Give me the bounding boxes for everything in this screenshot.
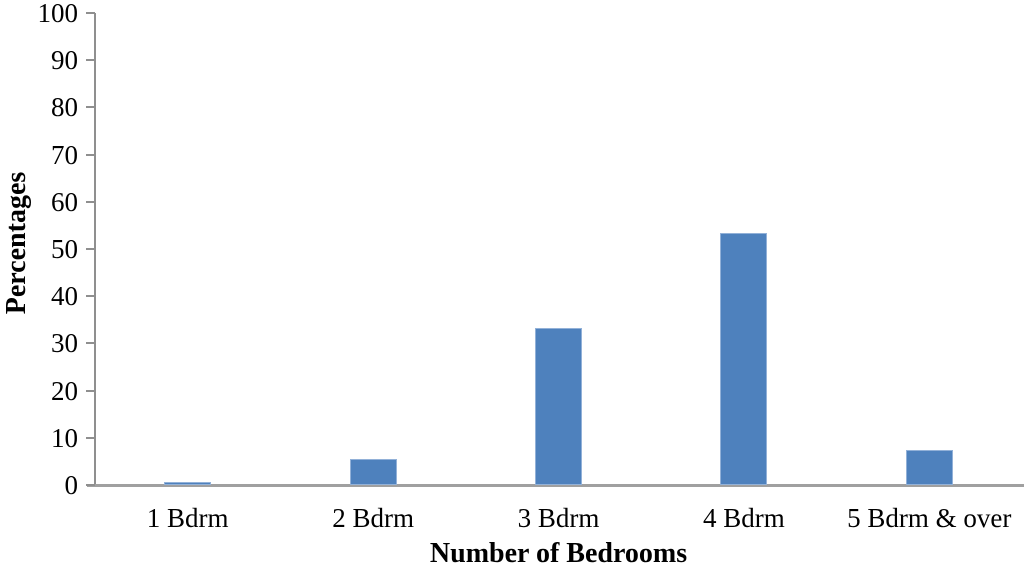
y-tick-mark: [86, 389, 95, 392]
x-category-label: 4 Bdrm: [703, 503, 785, 533]
x-category-label: 3 Bdrm: [517, 503, 600, 533]
y-tick-label: 30: [51, 328, 78, 359]
y-tick-label: 20: [51, 375, 78, 406]
y-tick-mark: [86, 484, 95, 486]
x-axis-title: Number of Bedrooms: [429, 538, 688, 569]
y-tick-label: 60: [51, 186, 78, 217]
x-category-label: 5 Bdrm & over: [847, 503, 1012, 533]
bar-3-bdrm: [535, 327, 582, 485]
y-tick-mark: [86, 153, 95, 156]
y-tick-label: 100: [37, 0, 79, 28]
x-axis-baseline: [87, 484, 1024, 487]
y-tick-label: 50: [51, 234, 78, 264]
y-tick-mark: [86, 342, 95, 345]
y-tick-label: 0: [64, 470, 79, 500]
y-tick-label: 40: [51, 281, 78, 312]
y-tick-mark: [86, 295, 95, 298]
x-category-label: 2 Bdrm: [332, 503, 414, 533]
y-tick-mark: [86, 106, 95, 109]
bar-5-bdrm-over: [905, 450, 953, 485]
y-tick-mark: [86, 59, 95, 62]
bar-1-bdrm: [164, 482, 212, 485]
bar-4-bdrm: [720, 233, 768, 485]
y-tick-label: 90: [51, 45, 78, 76]
y-tick-mark: [86, 200, 95, 203]
y-tick-mark: [86, 12, 95, 14]
x-category-label: 1 Bdrm: [146, 503, 229, 533]
y-tick-mark: [86, 436, 95, 439]
y-tick-label: 70: [51, 139, 78, 170]
y-axis-line: [94, 13, 96, 486]
bar-2-bdrm: [349, 458, 397, 485]
y-tick-mark: [86, 248, 95, 250]
y-tick-label: 80: [51, 92, 78, 123]
y-tick-label: 10: [51, 422, 78, 453]
